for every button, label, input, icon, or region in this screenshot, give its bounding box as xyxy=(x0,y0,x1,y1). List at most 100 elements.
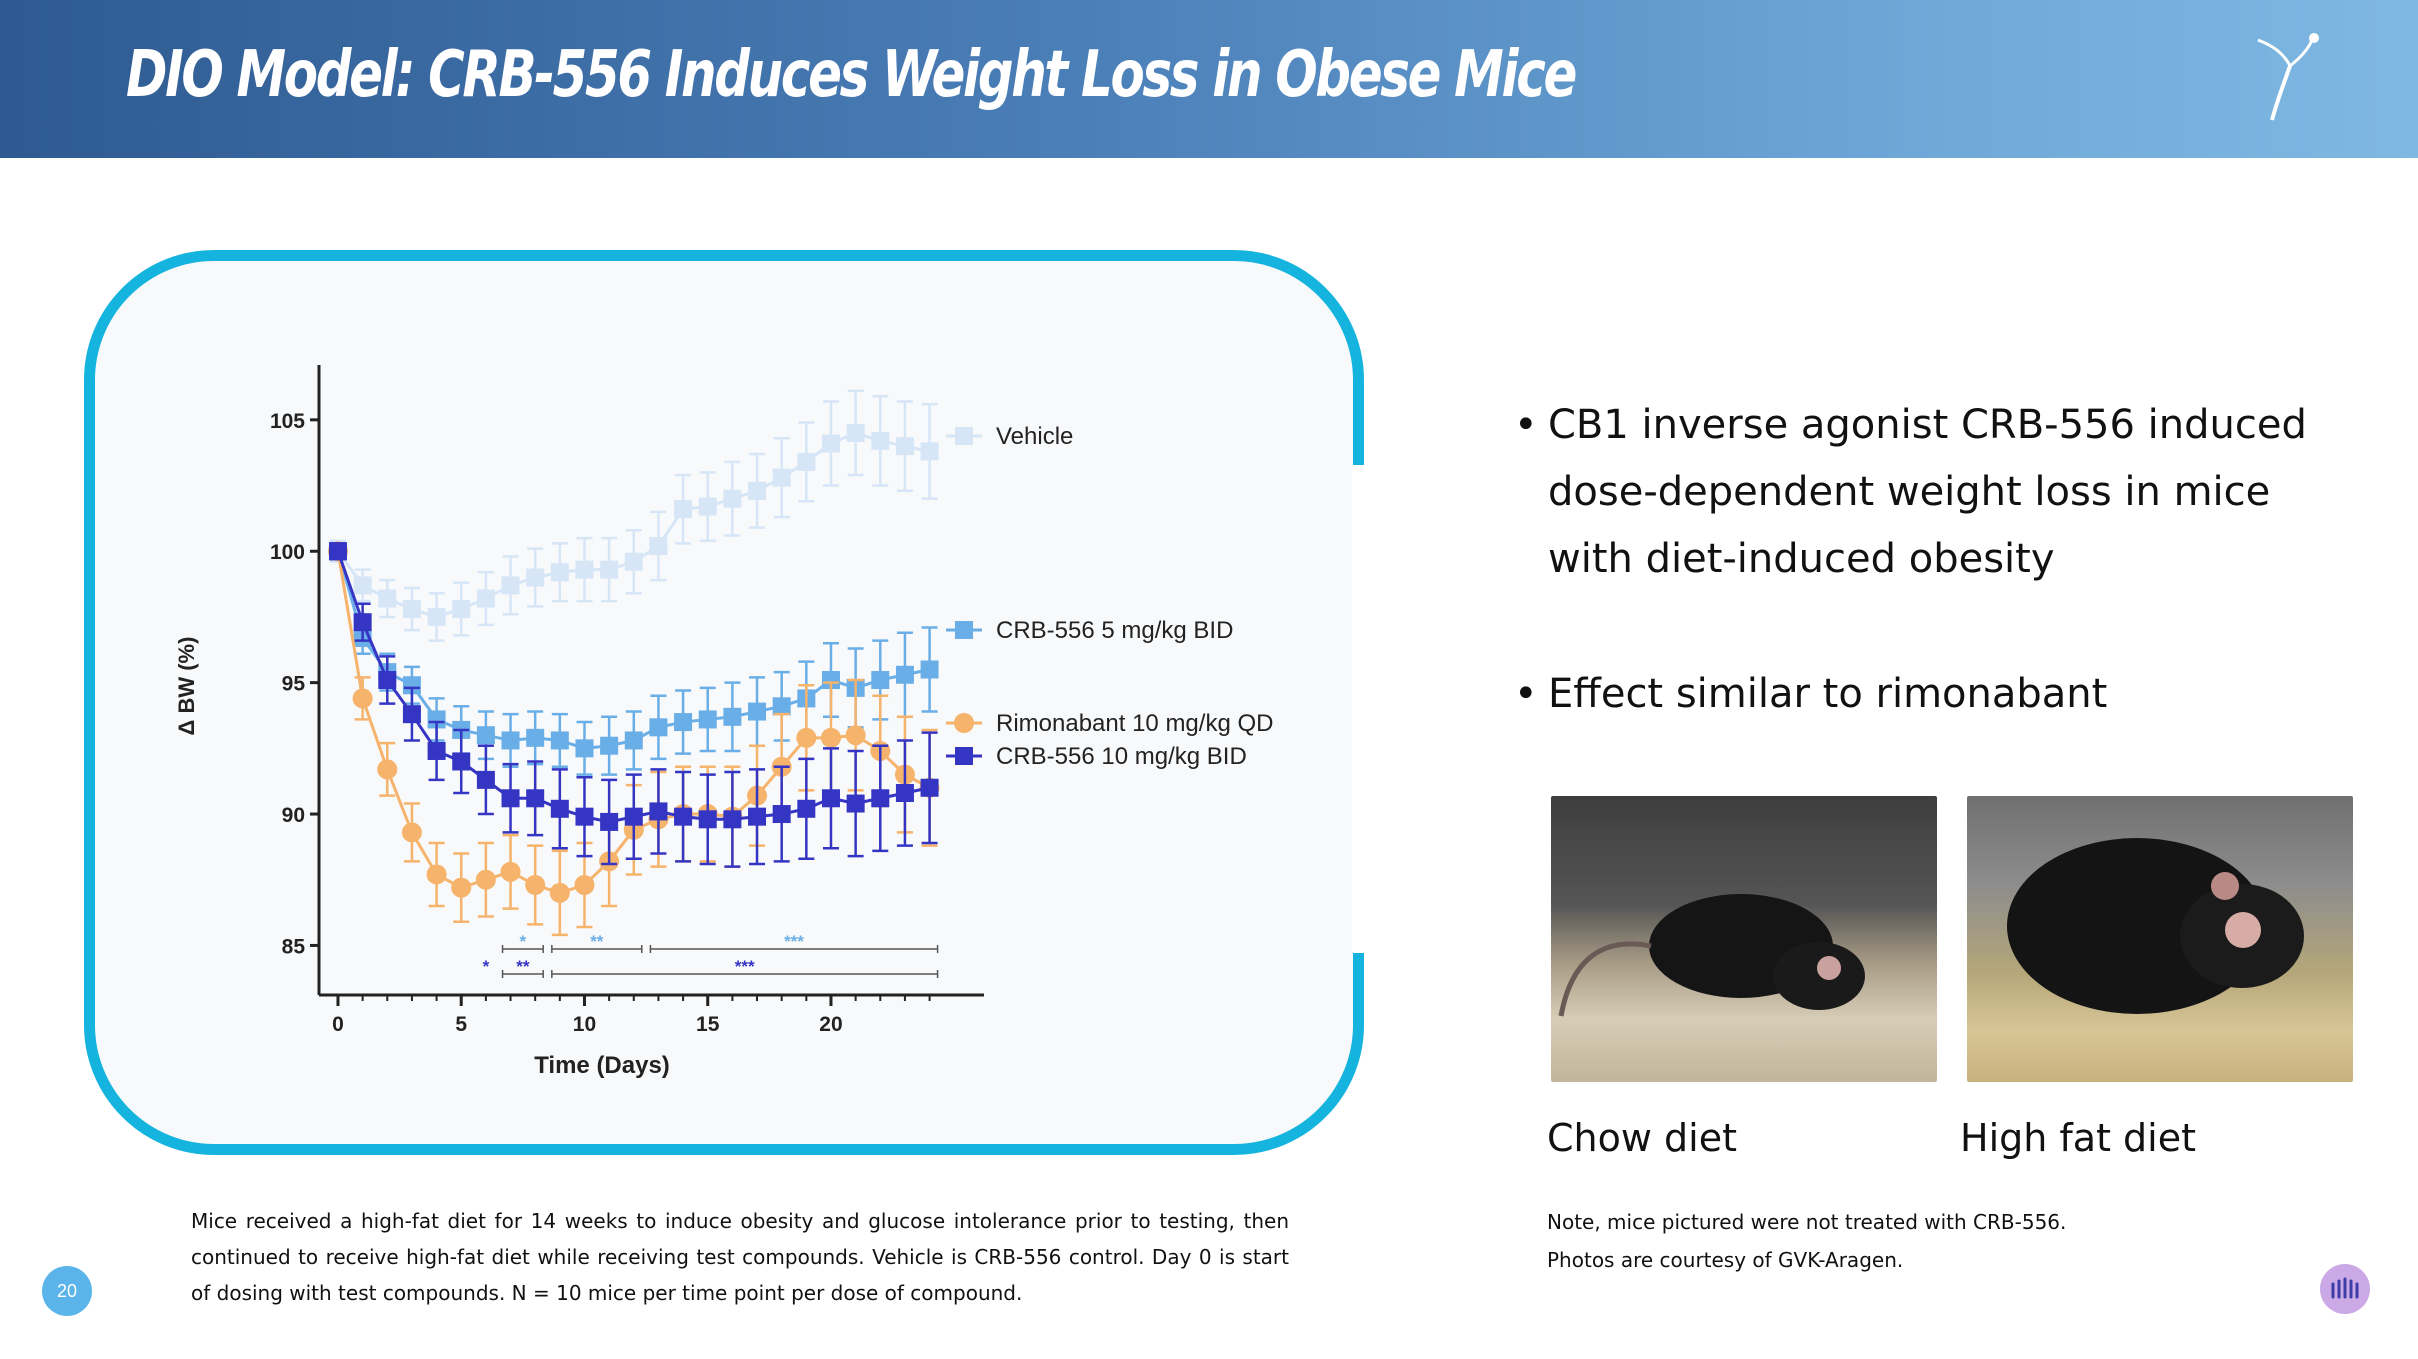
data-point xyxy=(796,727,817,748)
significance-label: * xyxy=(520,932,527,951)
data-point xyxy=(402,676,421,695)
data-point xyxy=(846,423,865,442)
data-point xyxy=(748,807,767,826)
significance-label: ** xyxy=(590,932,604,951)
data-point xyxy=(452,752,471,771)
data-point xyxy=(475,869,496,890)
y-tick-label: 105 xyxy=(270,410,305,433)
key-points-list: CB1 inverse agonist CRB-556 induced dose… xyxy=(1510,392,2350,728)
x-axis-label: Time (Days) xyxy=(534,1052,670,1079)
data-point xyxy=(649,718,668,737)
data-point xyxy=(821,434,840,453)
y-tick-label: 95 xyxy=(282,673,306,696)
data-point xyxy=(501,789,520,808)
data-point xyxy=(550,563,569,582)
legend-label: Rimonabant 10 mg/kg QD xyxy=(996,710,1273,737)
methods-footnote: Mice received a high-fat diet for 14 wee… xyxy=(191,1209,1289,1305)
photo-note: Note, mice pictured were not treated wit… xyxy=(1547,1203,2066,1279)
data-point xyxy=(452,600,471,619)
data-point xyxy=(378,671,397,690)
data-point xyxy=(501,576,520,595)
data-point xyxy=(402,705,421,724)
x-tick-label: 10 xyxy=(573,1013,596,1036)
data-point xyxy=(871,671,890,690)
y-tick-label: 100 xyxy=(270,541,305,564)
data-point xyxy=(674,500,693,519)
data-point xyxy=(920,442,939,461)
x-tick-label: 0 xyxy=(332,1013,344,1036)
photo-note-line: Photos are courtesy of GVK-Aragen. xyxy=(1547,1248,1904,1272)
chart-panel xyxy=(84,250,1364,1155)
data-point xyxy=(723,810,742,829)
page-number: 20 xyxy=(42,1266,92,1316)
significance-marker: ** xyxy=(551,932,643,953)
y-tick-label: 85 xyxy=(282,935,306,958)
chow-diet-mouse-photo xyxy=(1551,796,1937,1082)
bullet-point: CB1 inverse agonist CRB-556 induced dose… xyxy=(1510,392,2350,593)
data-point xyxy=(550,731,569,750)
significance-marker: * xyxy=(501,932,544,953)
data-point xyxy=(377,759,398,780)
significance-marker: ** xyxy=(501,957,544,978)
data-point xyxy=(500,861,521,882)
data-point xyxy=(574,874,595,895)
data-point xyxy=(797,799,816,818)
photo-note-line: Note, mice pictured were not treated wit… xyxy=(1547,1210,2067,1234)
data-point xyxy=(451,877,472,898)
chow-diet-caption: Chow diet xyxy=(1547,1116,1737,1160)
legend-label: CRB-556 5 mg/kg BID xyxy=(996,617,1233,644)
body-weight-line-chart: 85 90 95 100 105 0 5 10 15 20 Vehicle CRB-556 5 mg… xyxy=(174,365,1273,1079)
data-point xyxy=(624,552,643,571)
high-fat-diet-mouse-photo xyxy=(1967,796,2353,1082)
data-point xyxy=(748,702,767,721)
legend-marker xyxy=(955,427,973,445)
data-point xyxy=(600,560,619,579)
header-banner: DIO Model: CRB-556 Induces Weight Loss i… xyxy=(0,0,2418,158)
data-point xyxy=(871,789,890,808)
data-point xyxy=(624,731,643,750)
legend-marker xyxy=(954,713,974,733)
data-point xyxy=(426,864,447,885)
data-point xyxy=(525,874,546,895)
data-point xyxy=(920,778,939,797)
data-point xyxy=(575,560,594,579)
data-point xyxy=(820,727,841,748)
data-point xyxy=(723,707,742,726)
data-point xyxy=(427,741,446,760)
y-tick-label: 90 xyxy=(282,804,305,827)
panel-border-gap xyxy=(1352,465,1382,953)
data-point xyxy=(649,802,668,821)
data-point xyxy=(526,728,545,747)
data-point xyxy=(698,810,717,829)
legend-label: Vehicle xyxy=(996,423,1073,450)
x-tick-label: 20 xyxy=(819,1013,842,1036)
data-point xyxy=(575,807,594,826)
high-fat-diet-caption: High fat diet xyxy=(1960,1116,2197,1160)
legend-marker xyxy=(955,621,973,639)
data-point xyxy=(649,536,668,555)
legend-marker xyxy=(955,747,973,765)
data-point xyxy=(476,726,495,745)
data-point xyxy=(772,805,791,824)
data-point xyxy=(427,710,446,729)
significance-label: * xyxy=(483,957,490,976)
data-point xyxy=(378,589,397,608)
data-point xyxy=(476,589,495,608)
data-point xyxy=(476,770,495,789)
data-point xyxy=(353,613,372,632)
data-point xyxy=(821,671,840,690)
significance-marker: *** xyxy=(551,957,939,978)
data-point xyxy=(674,807,693,826)
data-point xyxy=(550,799,569,818)
data-point xyxy=(698,497,717,516)
data-point xyxy=(846,794,865,813)
data-point xyxy=(723,489,742,508)
significance-label: *** xyxy=(735,957,755,976)
bullet-point: Effect similar to rimonabant xyxy=(1510,661,2350,728)
data-point xyxy=(600,736,619,755)
significance-marker: *** xyxy=(649,932,939,953)
data-point xyxy=(895,437,914,456)
data-point xyxy=(624,807,643,826)
significance-label: *** xyxy=(784,932,804,951)
legend-label: CRB-556 10 mg/kg BID xyxy=(996,743,1247,770)
